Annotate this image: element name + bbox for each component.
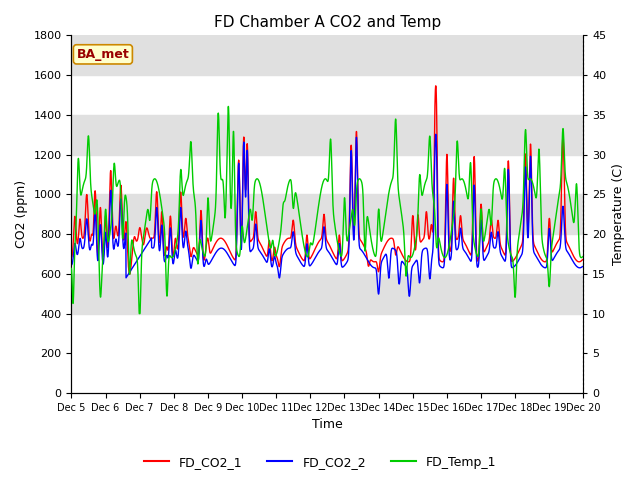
Y-axis label: CO2 (ppm): CO2 (ppm) <box>15 180 28 248</box>
Legend: FD_CO2_1, FD_CO2_2, FD_Temp_1: FD_CO2_1, FD_CO2_2, FD_Temp_1 <box>139 451 501 474</box>
Bar <box>72 274 583 313</box>
Text: BA_met: BA_met <box>77 48 129 61</box>
Bar <box>72 194 583 234</box>
Title: FD Chamber A CO2 and Temp: FD Chamber A CO2 and Temp <box>214 15 441 30</box>
Bar <box>72 36 583 75</box>
X-axis label: Time: Time <box>312 419 343 432</box>
Bar <box>72 115 583 155</box>
Y-axis label: Temperature (C): Temperature (C) <box>612 163 625 265</box>
